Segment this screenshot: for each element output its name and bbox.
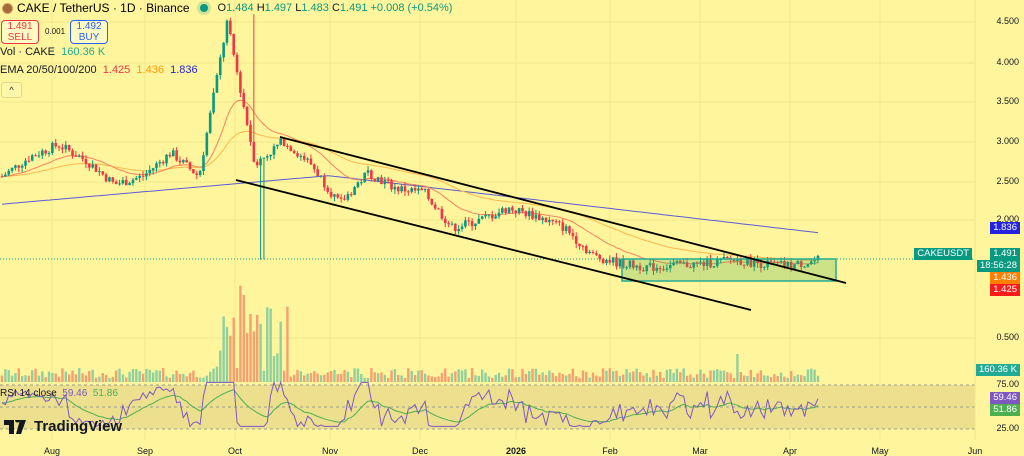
time-tick-label: Nov: [321, 446, 339, 456]
price-tag: 18:56:28: [977, 260, 1020, 272]
ema-legend[interactable]: EMA 20/50/100/200 1.425 1.436 1.836: [0, 64, 198, 76]
price-tag: 1.436: [990, 272, 1020, 284]
symbol-header: CAKE / TetherUS · 1D · Binance O1.484 H1…: [2, 1, 452, 15]
time-tick-label: Jun: [967, 446, 983, 456]
spread-value: 0.001: [45, 27, 66, 36]
time-tick-label: Sep: [136, 446, 154, 456]
rsi-legend[interactable]: RSI 14 close 59.46 51.86: [0, 388, 118, 399]
price-tag: 160.36 K: [975, 364, 1020, 376]
time-tick-label: Aug: [43, 446, 61, 456]
sell-button[interactable]: 1.491 SELL: [1, 20, 39, 44]
price-tag: CAKEUSDT: [914, 248, 972, 260]
price-tick-label: 3.500: [996, 96, 1019, 106]
price-tag: 59.46: [990, 392, 1020, 404]
time-tick-label: Oct: [227, 446, 243, 456]
candles: [0, 14, 820, 276]
rsi-line: [1, 380, 819, 428]
price-tick-label: 4.500: [996, 16, 1019, 26]
price-tick-label: 25.00: [996, 423, 1019, 433]
cake-coin-icon: [2, 2, 13, 14]
ema50-line: [2, 130, 819, 261]
price-tick-label: 4.000: [996, 57, 1019, 67]
price-tick-label: 2.500: [996, 176, 1019, 186]
tradingview-logo: TradingView: [4, 418, 122, 435]
time-tick-label: Dec: [411, 446, 429, 456]
symbol-title[interactable]: CAKE / TetherUS · 1D · Binance: [17, 1, 190, 15]
market-status-icon: [199, 4, 208, 12]
price-tag: 51.86: [990, 404, 1020, 416]
price-tick-label: 75.00: [996, 379, 1019, 389]
channel-lower-line[interactable]: [235, 179, 752, 311]
time-tick-label: 2026: [505, 446, 527, 456]
consolidation-box[interactable]: [621, 258, 837, 282]
collapse-legend-button[interactable]: ^: [1, 82, 22, 98]
channel-upper-line[interactable]: [279, 136, 847, 284]
price-tick-label: 3.000: [996, 136, 1019, 146]
ema200-line: [1, 175, 819, 234]
volume-legend[interactable]: Vol · CAKE 160.36 K: [0, 46, 106, 58]
time-tick-label: May: [871, 446, 889, 456]
price-tag: 1.425: [990, 284, 1020, 296]
ema20-line: [1, 99, 819, 265]
price-tick-label: 0.500: [996, 332, 1019, 342]
price-tag: 1.836: [990, 222, 1020, 234]
time-tick-label: Mar: [692, 446, 708, 456]
ohlc-values: O1.484 H1.497 L1.483 C1.491 +0.008 (+0.5…: [217, 2, 453, 14]
tradingview-logo-icon: [4, 419, 26, 434]
time-tick-label: Apr: [782, 446, 798, 456]
price-tick-label: 2.000: [996, 214, 1019, 224]
buy-button[interactable]: 1.492 BUY: [70, 20, 108, 44]
price-tag: 1.491: [990, 248, 1020, 260]
rsi-ma-line: [1, 389, 819, 423]
volume-bars: [0, 285, 820, 382]
time-tick-label: Feb: [602, 446, 618, 456]
